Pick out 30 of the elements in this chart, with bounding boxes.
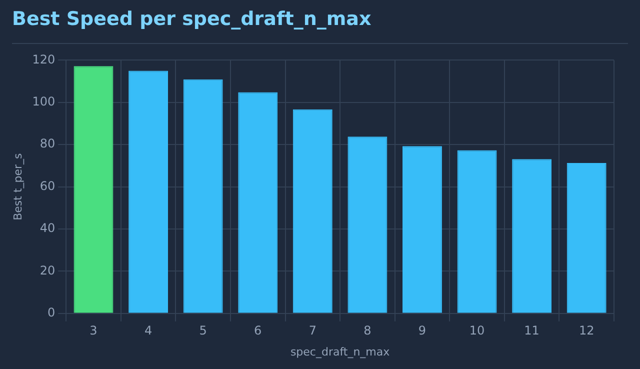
y-tick-label: 60 bbox=[40, 178, 56, 193]
y-tick-label: 40 bbox=[40, 221, 56, 236]
x-axis-title: spec_draft_n_max bbox=[290, 345, 390, 358]
y-axis-title: Best t_per_s bbox=[11, 152, 24, 220]
x-tick-label: 4 bbox=[144, 324, 152, 338]
y-tick-label: 100 bbox=[32, 94, 56, 109]
bar bbox=[457, 150, 497, 313]
chart-title: Best Speed per spec_draft_n_max bbox=[12, 8, 372, 30]
x-tick-label: 7 bbox=[308, 324, 316, 338]
y-tick-label: 80 bbox=[40, 136, 56, 151]
bar bbox=[402, 146, 442, 313]
bar bbox=[348, 136, 388, 313]
bar bbox=[292, 109, 332, 313]
y-tick-label: 20 bbox=[40, 263, 56, 278]
x-tick-label: 6 bbox=[254, 324, 262, 338]
bar bbox=[74, 66, 114, 313]
x-tick-label: 11 bbox=[524, 324, 540, 338]
x-tick-label: 3 bbox=[90, 324, 98, 338]
bar bbox=[238, 92, 278, 313]
x-tick-label: 9 bbox=[418, 324, 426, 338]
x-tick-label: 8 bbox=[364, 324, 372, 338]
x-tick-label: 5 bbox=[199, 324, 207, 338]
bar bbox=[512, 159, 552, 313]
bar bbox=[128, 70, 168, 313]
x-tick-label: 10 bbox=[469, 324, 485, 338]
x-tick-label: 12 bbox=[578, 324, 594, 338]
y-tick-label: 0 bbox=[47, 306, 56, 320]
y-tick-label: 120 bbox=[32, 52, 56, 66]
bar bbox=[566, 162, 606, 313]
bar bbox=[183, 79, 223, 313]
